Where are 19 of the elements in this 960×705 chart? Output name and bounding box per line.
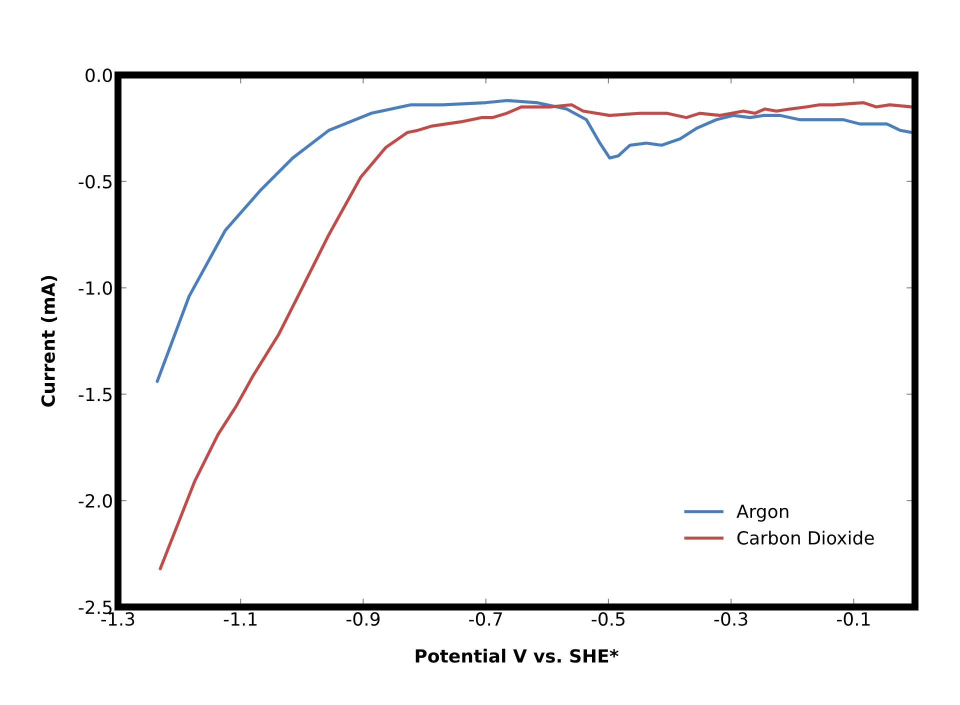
x-tick-label: -0.1 (836, 612, 870, 626)
line-series (158, 101, 914, 570)
y-tick-label: -2.5 (78, 600, 112, 614)
y-tick-label: -0.5 (78, 174, 112, 189)
legend-label: Argon (736, 504, 788, 522)
y-tick-label: -2.0 (78, 494, 112, 508)
x-tick-label: -0.5 (592, 612, 624, 626)
x-tick-label: -0.7 (469, 612, 502, 626)
x-tick-label: -0.9 (346, 612, 380, 626)
y-tick-label: 0.0 (86, 68, 112, 82)
line-series (156, 99, 914, 383)
x-tick-label: -0.3 (714, 612, 748, 626)
legend-label: Carbon Dioxide (737, 530, 874, 545)
x-axis-title: Potential V vs. SHE* (416, 648, 618, 663)
y-tick-label: -1.0 (78, 281, 112, 295)
x-tick-label: -1.3 (101, 612, 134, 626)
y-tick-label: -1.5 (78, 388, 112, 402)
y-axis-title: Current (mA) (41, 276, 58, 407)
x-tick-label: -1.1 (224, 612, 257, 626)
